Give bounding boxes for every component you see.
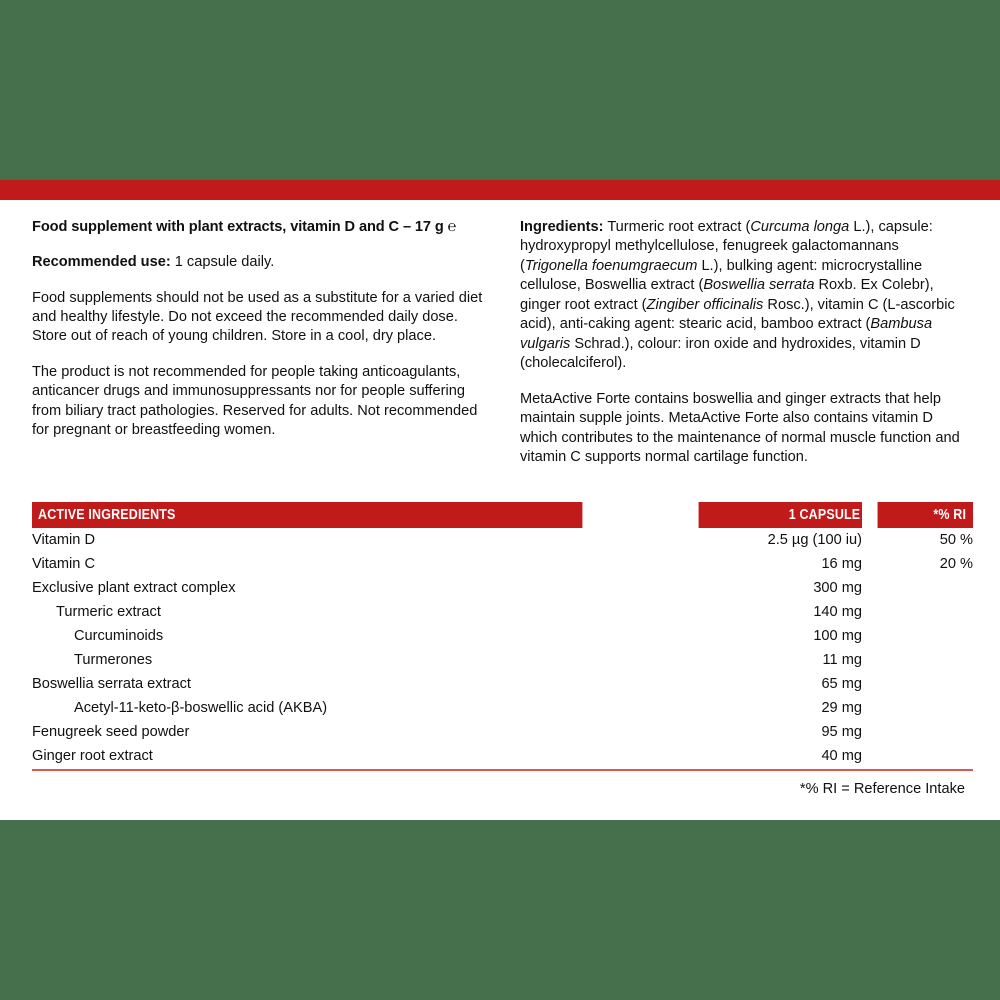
nutrition-table-wrapper: Active ingredients 1 capsule *% RI Vitam… [32,502,973,797]
table-footnote: *% RI = Reference Intake [799,781,965,797]
ingredient-name: Ginger root extract [32,748,153,764]
ingredient-amount: 11 mg [822,652,862,668]
ingredient-reference-intake [862,600,973,624]
ingredient-amount: 16 mg [821,556,862,572]
ingredient-amount: 300 mg [813,580,862,596]
warning-paragraph: The product is not recommended for peopl… [32,363,478,439]
text-columns: Food supplement with plant extracts, vit… [32,218,973,468]
recommended-use-value: 1 capsule daily. [174,254,275,271]
table-row: Fenugreek seed powder 95 mg [32,720,973,744]
benefits-paragraph: MetaActive Forte contains boswellia and … [520,390,960,466]
left-text-column: Food supplement with plant extracts, vit… [32,218,488,441]
ingredient-name: Fenugreek seed powder [32,724,190,740]
recommended-use-label: Recommended use: [32,254,171,271]
nutrition-table-head: Active ingredients 1 capsule *% RI [32,502,973,528]
table-row: Acetyl-11-keto-β-boswellic acid (AKBA) 29… [32,696,973,720]
top-red-accent-band [0,180,1000,200]
ingredient-amount: 100 mg [813,628,862,644]
table-row: Exclusive plant extract complex 300 mg [32,576,973,600]
ingredient-name: Boswellia serrata extract [32,676,191,692]
table-row: Boswellia serrata extract 65 mg [32,672,973,696]
nutrition-table: Active ingredients 1 capsule *% RI Vitam… [32,502,973,768]
ingredient-amount: 40 mg [821,748,862,764]
table-row: Turmerones 11 mg [32,648,973,672]
ingredient-name: Vitamin D [32,532,95,548]
table-row: Vitamin D 2.5 µg (100 iu) 50 % [32,528,973,552]
ingredient-amount: 29 mg [821,700,862,716]
ingredient-reference-intake [862,624,973,648]
column-header-active-ingredients: Active ingredients [32,502,583,528]
ingredient-reference-intake [862,672,973,696]
nutrition-table-body: Vitamin D 2.5 µg (100 iu) 50 % Vitamin C 16 … [32,528,973,768]
ingredient-amount: 95 mg [821,724,862,740]
table-row: Ginger root extract 40 mg [32,744,973,768]
table-row: Curcuminoids 100 mg [32,624,973,648]
ingredient-amount: 2.5 µg (100 iu) [767,532,862,548]
table-header-row: Active ingredients 1 capsule *% RI [32,502,973,528]
ingredient-reference-intake [862,648,973,672]
ingredient-reference-intake [862,720,973,744]
label-information-panel: Food supplement with plant extracts, vit… [0,200,1000,820]
table-bottom-rule [32,769,973,771]
ingredient-name: Vitamin C [32,556,95,572]
ingredient-reference-intake: 20 % [939,556,973,572]
right-text-column: Ingredients: Turmeric root extract (Curc… [520,218,970,468]
ingredient-amount: 140 mg [813,604,862,620]
ingredient-reference-intake: 50 % [939,532,973,548]
ingredient-reference-intake [862,744,973,768]
ingredient-name: Turmeric extract [56,604,161,620]
table-row: Turmeric extract 140 mg [32,600,973,624]
column-header-amount-per-capsule: 1 capsule [698,502,862,528]
ingredient-reference-intake [862,696,973,720]
table-row: Vitamin C 16 mg 20 % [32,552,973,576]
ingredient-name: Turmerones [74,652,153,668]
recommended-use: Recommended use: 1 capsule daily. [32,253,488,272]
ingredients-label: Ingredients: [520,219,604,235]
ingredients-list: Turmeric root extract (Curcuma longa L.)… [520,219,955,372]
product-title: Food supplement with plant extracts, vit… [32,219,457,235]
column-header-reference-intake: *% RI [877,502,973,528]
ingredient-name: Acetyl-11-keto-β-boswellic acid (AKBA) [74,700,328,716]
ingredient-amount: 65 mg [821,676,862,692]
ingredients-paragraph: Ingredients: Turmeric root extract (Curc… [520,218,970,374]
ingredient-reference-intake [862,576,973,600]
advisory-paragraph: Food supplements should not be used as a… [32,289,483,345]
ingredient-name: Curcuminoids [74,628,164,644]
ingredient-name: Exclusive plant extract complex [32,580,236,596]
